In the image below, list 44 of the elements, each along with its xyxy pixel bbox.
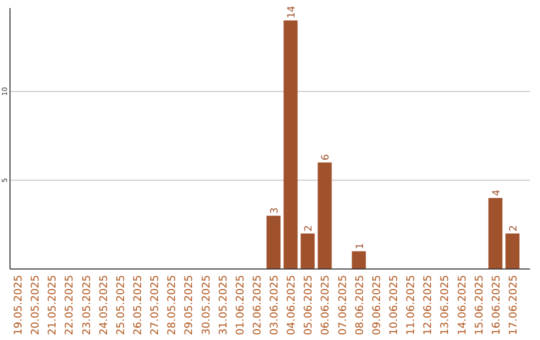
x-tick-label: 13.06.2025 <box>439 275 452 336</box>
x-tick-label: 12.06.2025 <box>422 275 434 336</box>
x-tick-label: 25.05.2025 <box>114 275 127 336</box>
data-label: 14 <box>286 6 298 18</box>
bar <box>352 251 366 269</box>
x-tick-label: 27.05.2025 <box>149 275 162 336</box>
x-tick-label: 07.06.2025 <box>336 275 349 336</box>
data-label: 3 <box>270 207 281 214</box>
bar <box>266 216 281 269</box>
x-tick-label: 15.06.2025 <box>473 275 486 336</box>
data-label: 6 <box>320 154 332 160</box>
x-tick-label: 04.06.2025 <box>286 275 298 336</box>
x-tick-label: 03.06.2025 <box>268 275 281 336</box>
x-tick-label: 09.06.2025 <box>370 275 383 336</box>
x-tick-label: 11.06.2025 <box>405 275 418 336</box>
x-tick-label: 29.05.2025 <box>183 275 196 336</box>
x-tick-label: 19.05.2025 <box>12 275 25 336</box>
data-label: 4 <box>491 190 502 196</box>
bar <box>488 198 502 269</box>
x-tick-label: 06.06.2025 <box>320 275 332 336</box>
x-tick-label: 14.06.2025 <box>456 275 468 336</box>
bar <box>300 233 315 269</box>
x-tick-label: 05.06.2025 <box>302 275 315 336</box>
x-tick-label: 20.05.2025 <box>30 275 42 336</box>
bar <box>318 162 332 269</box>
data-label: 1 <box>354 242 366 250</box>
x-tick-label: 22.05.2025 <box>64 275 76 336</box>
x-tick-label: 02.06.2025 <box>251 275 264 336</box>
x-tick-label: 17.06.2025 <box>507 275 520 336</box>
x-tick-label: 28.05.2025 <box>166 275 178 336</box>
x-tick-label: 16.06.2025 <box>490 275 502 336</box>
data-label: 2 <box>508 225 520 232</box>
bar <box>505 233 520 269</box>
x-tick-label: 30.05.2025 <box>200 275 212 336</box>
x-tick-label: 26.05.2025 <box>132 275 144 336</box>
x-tick-label: 31.05.2025 <box>217 275 230 336</box>
x-tick-label: 23.05.2025 <box>80 275 93 336</box>
x-tick-label: 10.06.2025 <box>388 275 400 336</box>
x-tick-label: 01.06.2025 <box>234 275 246 336</box>
bar <box>284 20 298 269</box>
data-label: 2 <box>304 225 315 232</box>
x-tick-label: 21.05.2025 <box>46 275 59 336</box>
x-tick-label: 08.06.2025 <box>354 275 366 336</box>
x-tick-label: 24.05.2025 <box>98 275 110 336</box>
